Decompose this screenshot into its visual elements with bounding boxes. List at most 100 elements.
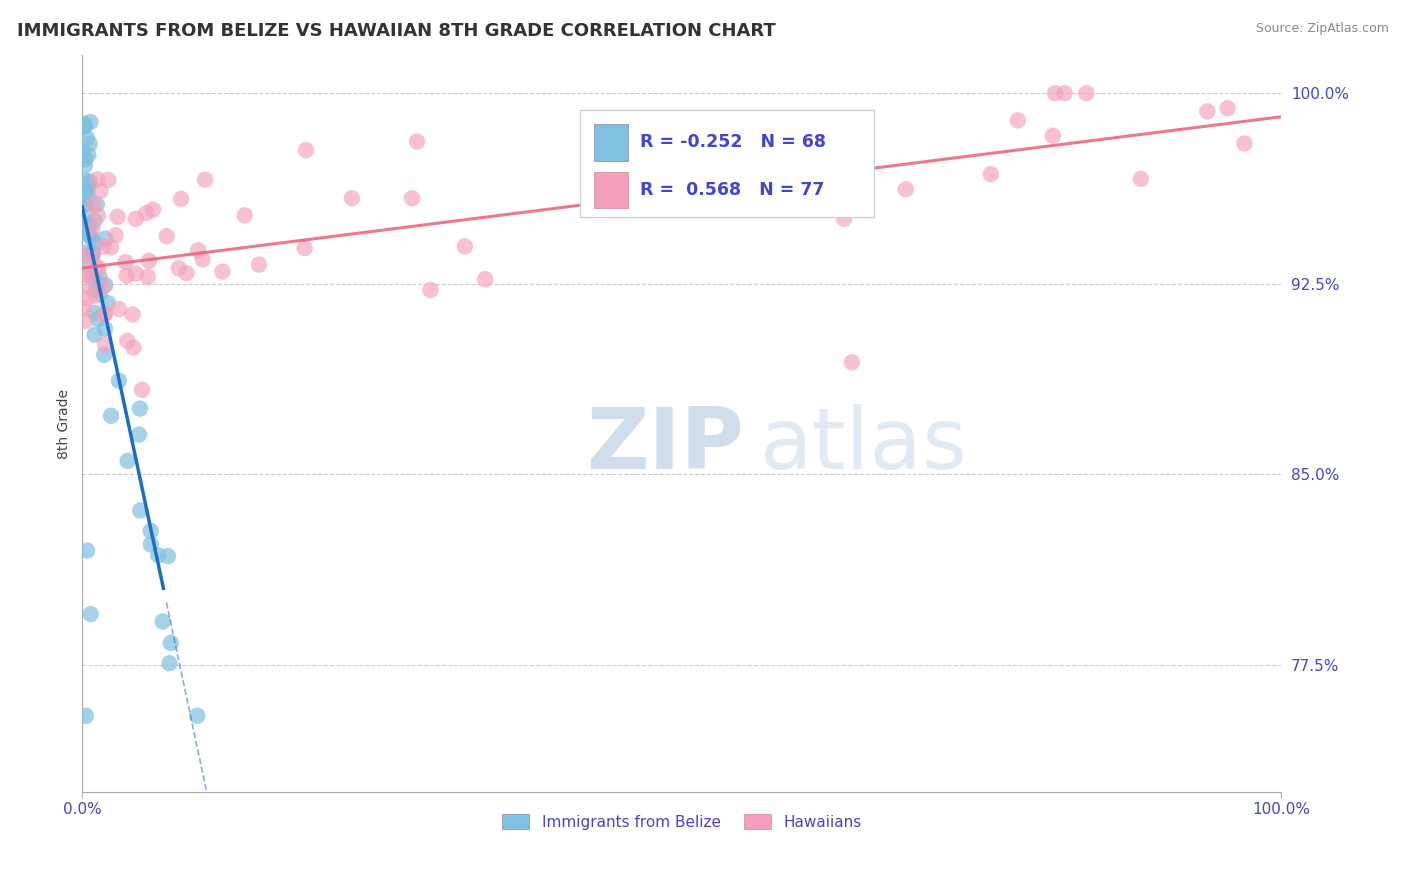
Point <box>108 302 131 317</box>
Text: R = -0.252   N = 68: R = -0.252 N = 68 <box>640 133 825 151</box>
Point <box>84 236 107 251</box>
Point <box>75 152 97 166</box>
Point <box>796 201 818 215</box>
Point <box>186 708 208 723</box>
Point <box>79 222 101 236</box>
Point <box>167 261 190 276</box>
Point <box>73 120 96 134</box>
Point <box>79 281 101 295</box>
Point <box>1007 113 1029 128</box>
Point <box>75 314 97 328</box>
Point <box>82 245 104 260</box>
Point <box>894 182 917 196</box>
Point <box>136 269 159 284</box>
Point <box>129 503 152 517</box>
Point <box>72 219 94 234</box>
Point <box>97 173 120 187</box>
Point <box>94 321 117 335</box>
Point <box>76 180 98 194</box>
Point <box>77 228 100 243</box>
Point <box>647 188 669 202</box>
Text: R =  0.568   N = 77: R = 0.568 N = 77 <box>640 181 824 199</box>
Point <box>1233 136 1256 151</box>
Point <box>83 327 105 342</box>
Point <box>104 228 127 243</box>
Point <box>779 177 801 191</box>
Point <box>79 175 101 189</box>
Point <box>76 181 98 195</box>
Point <box>87 311 110 326</box>
Point <box>128 401 150 416</box>
Point <box>93 348 115 362</box>
Point <box>419 283 441 297</box>
Point <box>72 145 94 159</box>
Point <box>117 454 139 468</box>
Point <box>73 159 96 173</box>
Point <box>1197 104 1219 119</box>
Point <box>77 178 100 192</box>
Point <box>401 191 423 205</box>
Point <box>138 253 160 268</box>
Point <box>157 657 180 671</box>
Point <box>79 136 101 151</box>
Point <box>80 251 103 265</box>
Point <box>187 244 209 258</box>
Y-axis label: 8th Grade: 8th Grade <box>58 389 72 458</box>
Point <box>107 210 129 224</box>
Point <box>83 306 105 320</box>
Point <box>73 117 96 131</box>
Point <box>93 308 115 322</box>
Point <box>1216 101 1239 115</box>
Point <box>77 221 100 235</box>
Point <box>135 206 157 220</box>
Point <box>75 708 97 723</box>
Bar <box>595 124 627 161</box>
Point <box>125 267 148 281</box>
Point <box>75 187 97 202</box>
Point <box>73 119 96 133</box>
Legend: Immigrants from Belize, Hawaiians: Immigrants from Belize, Hawaiians <box>496 807 868 836</box>
Point <box>142 202 165 217</box>
Point <box>159 636 181 650</box>
Point <box>72 184 94 198</box>
Point <box>294 241 316 255</box>
Text: Source: ZipAtlas.com: Source: ZipAtlas.com <box>1256 22 1389 36</box>
Point <box>832 150 855 164</box>
Text: atlas: atlas <box>759 404 967 487</box>
Point <box>233 208 256 222</box>
Point <box>122 341 145 355</box>
Point <box>75 219 97 233</box>
Point <box>191 252 214 267</box>
Point <box>1042 128 1064 143</box>
Point <box>93 240 115 254</box>
Point <box>114 255 136 269</box>
Point <box>83 213 105 227</box>
Point <box>89 287 111 301</box>
Point <box>793 128 815 142</box>
Point <box>156 229 179 244</box>
Point <box>79 607 101 621</box>
Point <box>82 198 104 212</box>
Point <box>87 260 110 274</box>
Point <box>841 355 863 369</box>
Point <box>84 288 107 302</box>
Point <box>86 172 108 186</box>
Point <box>1076 87 1098 101</box>
Point <box>295 143 318 157</box>
Point <box>176 266 198 280</box>
Point <box>100 240 122 254</box>
Point <box>97 296 120 310</box>
Point <box>454 239 477 253</box>
Point <box>100 409 122 423</box>
Point <box>77 178 100 193</box>
Point <box>94 337 117 351</box>
Point <box>82 221 104 235</box>
Point <box>832 211 855 226</box>
Point <box>980 167 1002 181</box>
Point <box>117 334 139 348</box>
Point <box>627 149 650 163</box>
Point <box>77 215 100 229</box>
Point <box>77 148 100 162</box>
Point <box>87 209 110 223</box>
Point <box>84 273 107 287</box>
